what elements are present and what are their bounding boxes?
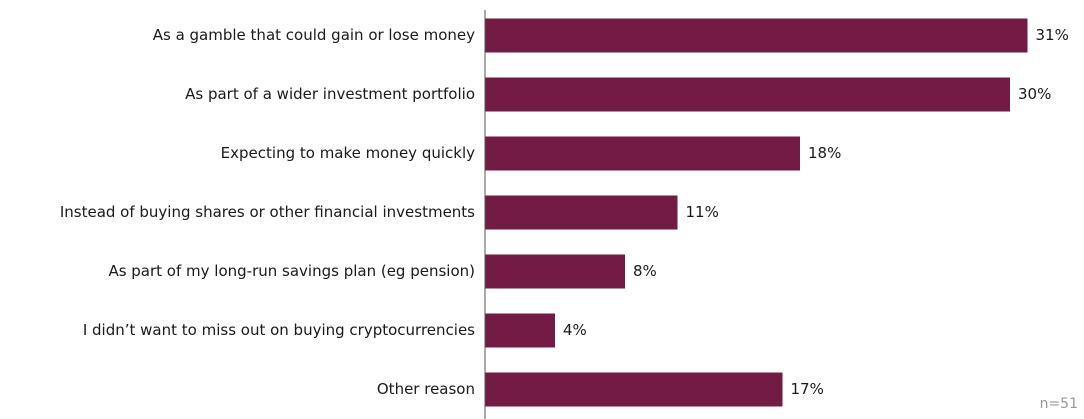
bar xyxy=(485,313,555,348)
category-label: Other reason xyxy=(377,380,475,398)
value-label: 8% xyxy=(633,262,657,280)
value-label: 18% xyxy=(808,144,841,162)
bar xyxy=(485,254,625,289)
bar xyxy=(485,195,678,230)
bar xyxy=(485,136,800,171)
category-label: Instead of buying shares or other financ… xyxy=(60,203,475,221)
category-label: As part of my long-run savings plan (eg … xyxy=(108,262,475,280)
value-label: 11% xyxy=(686,203,719,221)
category-label: As a gamble that could gain or lose mone… xyxy=(153,26,475,44)
category-label: I didn’t want to miss out on buying cryp… xyxy=(83,321,475,339)
value-label: 4% xyxy=(563,321,587,339)
category-label: Expecting to make money quickly xyxy=(221,144,475,162)
value-label: 31% xyxy=(1036,26,1069,44)
category-label: As part of a wider investment portfolio xyxy=(185,85,475,103)
sample-size-note: n=51 xyxy=(1040,396,1078,412)
bar xyxy=(485,372,783,407)
bar xyxy=(485,18,1028,53)
bar xyxy=(485,77,1010,112)
value-label: 17% xyxy=(791,380,824,398)
value-label: 30% xyxy=(1018,85,1051,103)
